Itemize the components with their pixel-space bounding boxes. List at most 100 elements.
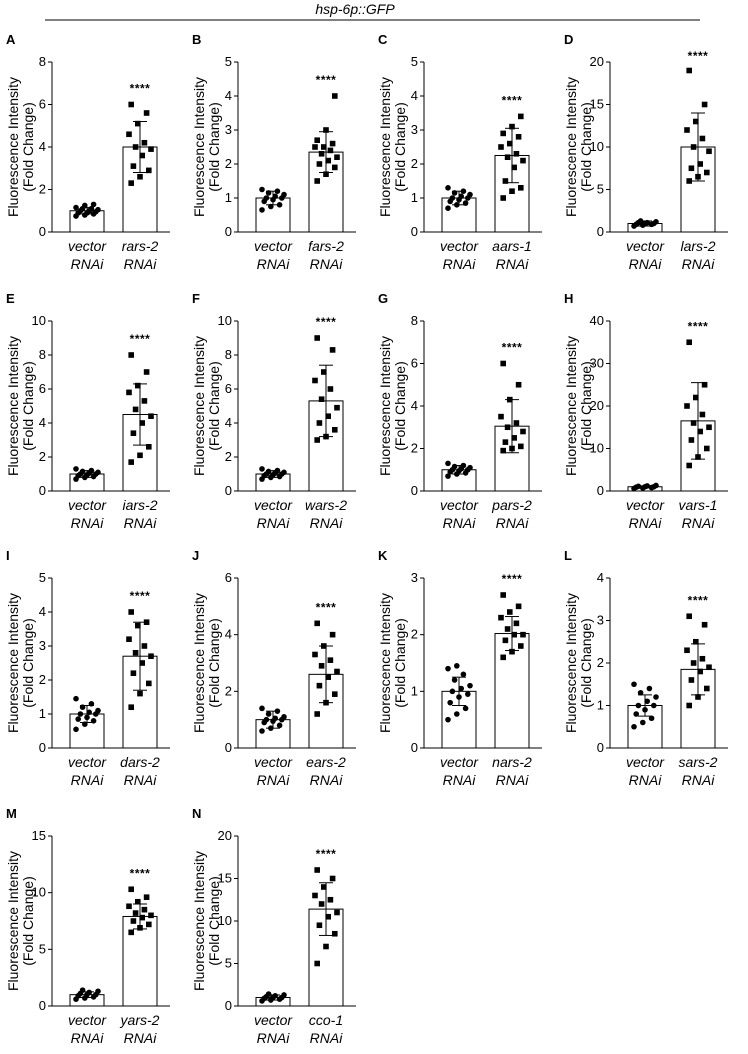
data-point-treatment — [139, 152, 145, 159]
y-axis-title: Fluorescence Intensity — [5, 77, 21, 217]
data-point-treatment — [130, 430, 137, 436]
x-category-label: vector — [254, 1012, 293, 1028]
data-point-control — [631, 681, 637, 688]
data-point-treatment — [327, 896, 334, 903]
data-point-treatment — [146, 921, 152, 928]
data-point-control — [445, 716, 451, 723]
panel-k: K Fluorescence Intensity (Fold Change) 0 1 2 3… — [377, 548, 542, 788]
panel-label: N — [192, 806, 201, 821]
x-category-sublabel: RNAi — [629, 772, 663, 788]
data-point-treatment — [500, 130, 506, 137]
data-point-treatment — [686, 702, 692, 709]
data-point-treatment — [502, 637, 509, 644]
panel-f: F Fluorescence Intensity (Fold Change) 0 2 4 6… — [191, 291, 356, 531]
data-point-treatment — [690, 144, 697, 150]
panel-label: B — [192, 32, 201, 47]
data-point-treatment — [686, 67, 692, 74]
x-category-sublabel: RNAi — [124, 1030, 158, 1046]
x-category-sublabel: RNAi — [257, 1030, 291, 1046]
y-tick-label: 8 — [225, 347, 232, 362]
data-point-treatment — [500, 360, 506, 367]
data-point-treatment — [312, 651, 318, 658]
y-axis-subtitle: (Fold Change) — [206, 361, 222, 451]
data-point-treatment — [141, 139, 148, 146]
data-point-control — [77, 711, 84, 717]
data-point-treatment — [686, 339, 692, 346]
data-point-treatment — [332, 164, 338, 171]
data-point-control — [640, 719, 646, 726]
data-point-treatment — [332, 427, 338, 433]
data-point-treatment — [314, 335, 320, 341]
data-point-treatment — [699, 135, 706, 142]
data-point-treatment — [504, 424, 511, 431]
data-point-control — [462, 705, 469, 712]
data-point-treatment — [329, 875, 336, 882]
data-point-control — [646, 685, 653, 692]
x-category-sublabel: RNAi — [496, 772, 530, 788]
y-tick-label: 5 — [225, 956, 232, 971]
data-point-treatment — [332, 93, 338, 99]
x-category-sublabel: RNAi — [682, 515, 716, 531]
data-point-control — [73, 726, 79, 733]
data-point-treatment — [706, 148, 712, 155]
y-tick-label: 4 — [39, 604, 46, 619]
data-point-control — [259, 207, 265, 213]
data-point-treatment — [515, 603, 522, 610]
data-point-treatment — [321, 369, 327, 375]
data-point-control — [272, 715, 279, 722]
x-category-sublabel: RNAi — [310, 256, 344, 272]
data-point-control — [467, 682, 473, 689]
data-point-treatment — [334, 668, 340, 675]
y-tick-label: 2 — [39, 449, 46, 464]
y-tick-label: 6 — [411, 356, 418, 371]
data-point-control — [651, 702, 657, 709]
data-point-control — [631, 723, 637, 730]
y-axis-title: Fluorescence Intensity — [191, 77, 207, 217]
y-axis-subtitle: (Fold Change) — [578, 102, 594, 192]
panel-label: I — [6, 548, 10, 563]
data-point-treatment — [706, 424, 712, 431]
significance-marker: **** — [688, 49, 709, 63]
data-point-treatment — [498, 144, 504, 150]
data-point-treatment — [334, 154, 340, 160]
data-point-treatment — [128, 609, 134, 615]
data-point-treatment — [143, 894, 150, 900]
data-point-treatment — [699, 655, 706, 662]
x-category-label: dars-2 — [120, 754, 160, 770]
y-axis-subtitle: (Fold Change) — [206, 876, 222, 966]
data-point-control — [90, 201, 97, 208]
data-point-control — [445, 205, 451, 211]
y-tick-label: 15 — [590, 97, 604, 112]
panel-label: M — [6, 806, 17, 821]
data-point-treatment — [126, 903, 132, 910]
data-point-control — [73, 695, 79, 702]
data-point-control — [633, 711, 639, 717]
data-point-treatment — [314, 437, 320, 443]
data-point-treatment — [695, 694, 701, 700]
x-category-label: vector — [626, 238, 665, 254]
data-point-treatment — [148, 146, 154, 152]
x-category-label: wars-2 — [305, 497, 347, 513]
data-point-treatment — [502, 439, 509, 445]
y-tick-label: 4 — [411, 398, 418, 413]
panel-label: L — [564, 548, 572, 563]
panel-label: A — [6, 32, 16, 47]
x-category-label: vector — [254, 238, 293, 254]
panel-b: B Fluorescence Intensity (Fold Change) 0 1 2 3… — [191, 32, 356, 272]
x-category-sublabel: RNAi — [496, 256, 530, 272]
data-point-treatment — [334, 909, 340, 916]
data-point-control — [86, 709, 92, 716]
data-point-control — [259, 728, 265, 734]
significance-marker: **** — [316, 600, 337, 614]
data-point-treatment — [137, 690, 143, 697]
data-point-treatment — [318, 396, 325, 402]
data-point-treatment — [699, 411, 706, 418]
data-point-control — [281, 714, 287, 720]
y-tick-label: 2 — [411, 627, 418, 642]
data-point-treatment — [316, 420, 323, 426]
significance-marker: **** — [130, 82, 151, 96]
data-point-treatment — [128, 704, 134, 710]
data-point-control — [95, 206, 101, 213]
y-axis-subtitle: (Fold Change) — [206, 618, 222, 708]
data-point-treatment — [706, 664, 712, 671]
